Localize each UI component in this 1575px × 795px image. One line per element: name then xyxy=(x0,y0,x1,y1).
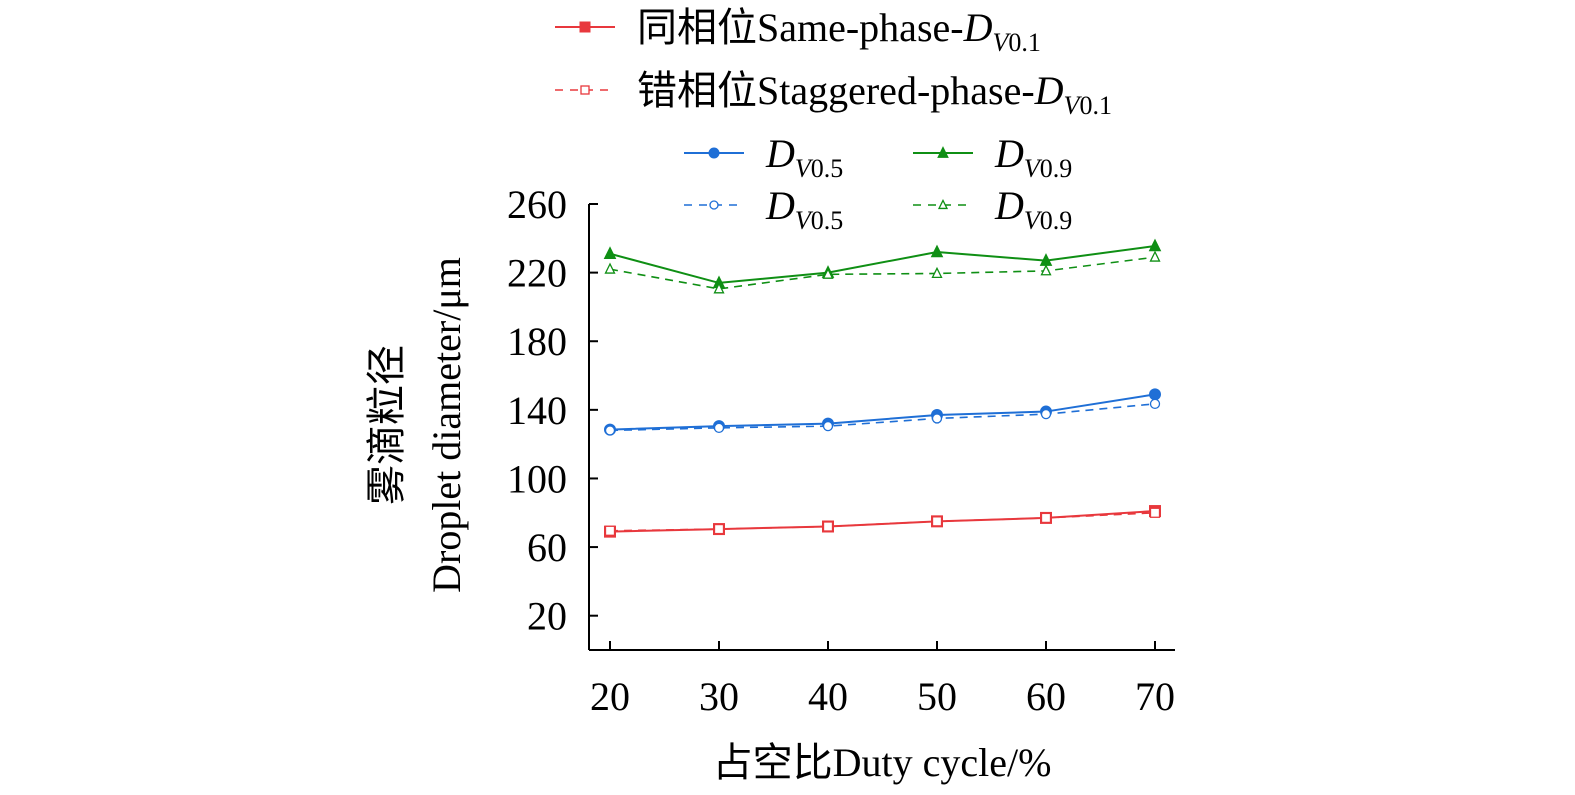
data-point xyxy=(822,521,834,532)
data-point xyxy=(822,267,834,279)
legend-marker xyxy=(708,147,720,159)
data-point xyxy=(931,413,943,424)
legend: 同相位Same-phase-DV0.1 错相位Staggered-phase-DV… xyxy=(555,5,1112,235)
y-tick-label: 260 xyxy=(507,182,567,227)
legend-label: DV0.5 xyxy=(765,131,843,183)
y-tick-label: 100 xyxy=(507,456,567,501)
axes: 20 60 100 140 180 220 260 20 30 40 50 60 70 xyxy=(507,182,1175,719)
data-point xyxy=(1040,512,1052,524)
legend-item-4: DV0.5 xyxy=(684,183,843,235)
data-point xyxy=(1148,238,1162,252)
data-point xyxy=(603,246,617,259)
legend-marker xyxy=(580,85,590,95)
series-line xyxy=(609,393,1156,431)
x-axis-title: 占空比Duty cycle/% xyxy=(713,740,1052,785)
data-point xyxy=(713,523,725,535)
y-tick-label: 220 xyxy=(507,251,567,296)
series-line xyxy=(609,403,1156,432)
x-tick-label: 40 xyxy=(808,674,848,719)
data-point xyxy=(1149,250,1161,262)
legend-marker xyxy=(937,198,949,210)
y-axis-title-line1: 雾滴粒径 xyxy=(364,345,409,505)
legend-item-1: 错相位Staggered-phase-DV0.1 xyxy=(555,68,1112,120)
legend-marker xyxy=(709,200,719,210)
x-tick-label: 20 xyxy=(590,674,630,719)
x-tick-label: 50 xyxy=(917,674,957,719)
series-line xyxy=(609,245,1156,284)
data-point xyxy=(931,516,943,527)
y-axis-title-line2: Droplet diameter/μm xyxy=(424,257,469,593)
data-point xyxy=(604,425,616,436)
legend-item-3: DV0.9 xyxy=(913,131,1072,183)
y-axis-title: 雾滴粒径 Droplet diameter/μm xyxy=(364,257,469,593)
series-0 xyxy=(604,505,1161,538)
legend-label: DV0.9 xyxy=(994,131,1072,183)
data-point xyxy=(713,422,725,434)
data-point xyxy=(604,262,616,274)
series-4 xyxy=(604,398,1161,436)
data-point xyxy=(931,266,943,279)
data-point xyxy=(1149,388,1161,401)
y-tick-label: 20 xyxy=(527,594,567,639)
y-tick-label: 60 xyxy=(527,525,567,570)
x-tick-label: 70 xyxy=(1135,674,1175,719)
data-point xyxy=(822,420,834,432)
legend-marker xyxy=(579,21,591,33)
legend-label: DV0.5 xyxy=(765,183,843,235)
legend-label: 同相位Same-phase-DV0.1 xyxy=(637,5,1041,57)
legend-label: DV0.9 xyxy=(994,183,1072,235)
series-5 xyxy=(604,250,1161,294)
data-point xyxy=(930,244,944,258)
data-point xyxy=(1149,398,1161,409)
series-3 xyxy=(603,238,1162,289)
y-tick-label: 180 xyxy=(507,319,567,364)
data-point xyxy=(713,282,725,294)
data-point xyxy=(604,525,616,536)
legend-item-2: DV0.5 xyxy=(684,131,843,183)
x-tick-label: 30 xyxy=(699,674,739,719)
legend-item-0: 同相位Same-phase-DV0.1 xyxy=(555,5,1041,57)
series-line xyxy=(609,510,1156,533)
legend-item-5: DV0.9 xyxy=(913,183,1072,235)
data-point xyxy=(1040,264,1052,276)
series-layer xyxy=(603,238,1162,538)
y-tick-label: 140 xyxy=(507,388,567,433)
series-1 xyxy=(604,507,1161,536)
legend-marker xyxy=(937,146,949,158)
data-point xyxy=(1149,507,1161,518)
series-line xyxy=(609,511,1156,532)
legend-label: 错相位Staggered-phase-DV0.1 xyxy=(637,68,1112,120)
data-point xyxy=(1040,408,1052,420)
x-tick-label: 60 xyxy=(1026,674,1066,719)
